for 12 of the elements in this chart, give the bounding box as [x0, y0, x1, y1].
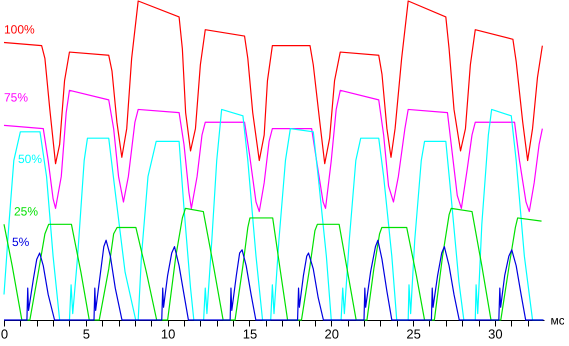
- series-label: 5%: [12, 235, 30, 250]
- x-tick-label: 20: [324, 326, 340, 342]
- series-label: 50%: [18, 152, 42, 166]
- x-tick-label: 30: [488, 326, 503, 342]
- series-label: 25%: [14, 204, 38, 218]
- x-tick-label: 10: [160, 326, 176, 342]
- series-label: 75%: [4, 90, 28, 104]
- series-label: 100%: [4, 22, 36, 36]
- x-tick-label: 15: [242, 326, 258, 342]
- x-tick-label: 25: [406, 326, 421, 342]
- x-tick-label: 0: [0, 326, 8, 342]
- x-tick-label: 5: [82, 326, 90, 342]
